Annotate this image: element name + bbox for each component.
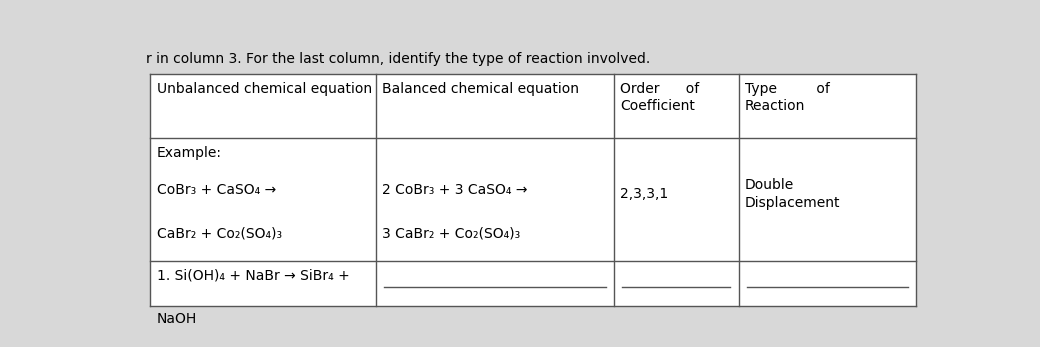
Text: r in column 3. For the last column, identify the type of reaction involved.: r in column 3. For the last column, iden…: [146, 52, 650, 66]
Text: Order      of
Coefficient: Order of Coefficient: [620, 82, 699, 113]
Text: Double
Displacement: Double Displacement: [745, 178, 840, 210]
Text: CaBr₂ + Co₂(SO₄)₃: CaBr₂ + Co₂(SO₄)₃: [157, 226, 282, 240]
Text: 2,3,3,1: 2,3,3,1: [620, 187, 669, 201]
Text: 1. Si(OH)₄ + NaBr → SiBr₄ +: 1. Si(OH)₄ + NaBr → SiBr₄ +: [157, 269, 349, 283]
Text: 3 CaBr₂ + Co₂(SO₄)₃: 3 CaBr₂ + Co₂(SO₄)₃: [383, 226, 521, 240]
Text: 2 CoBr₃ + 3 CaSO₄ →: 2 CoBr₃ + 3 CaSO₄ →: [383, 183, 527, 197]
Text: CoBr₃ + CaSO₄ →: CoBr₃ + CaSO₄ →: [157, 183, 276, 197]
Text: Unbalanced chemical equation: Unbalanced chemical equation: [157, 82, 371, 96]
Text: NaOH: NaOH: [157, 312, 197, 325]
Text: Type         of
Reaction: Type of Reaction: [745, 82, 830, 113]
FancyBboxPatch shape: [150, 74, 916, 306]
Text: Example:: Example:: [157, 146, 222, 160]
Text: Balanced chemical equation: Balanced chemical equation: [383, 82, 579, 96]
